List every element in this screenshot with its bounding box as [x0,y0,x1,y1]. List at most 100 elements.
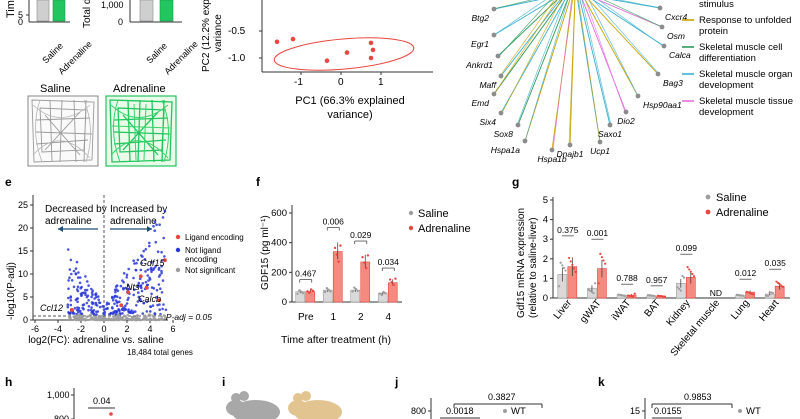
f-ylabel: GDF15 (pg ml⁻¹) [260,215,271,290]
g-pvalue: 0.788 [616,273,638,283]
volcano-point [135,318,138,322]
volcano-point [133,316,137,319]
volcano-point [132,276,135,280]
volcano-point [114,317,117,321]
volcano-point [82,303,86,306]
g-dot [678,287,681,291]
volcano-point [73,307,77,310]
g-dot [681,274,684,278]
legend-not-sig: Not significant [185,266,236,275]
network-edge [552,0,572,151]
panel-i: i [222,375,342,419]
gene-node [635,93,641,99]
volcano-point [140,286,143,290]
volcano-point [138,318,142,322]
volcano-point [75,288,79,291]
volcano-point [69,295,72,298]
volcano-point [68,276,71,280]
volcano-point [132,288,136,292]
volcano-point [134,310,137,313]
g-xtick-label: Liver [552,297,575,321]
volcano-point [131,316,135,319]
volcano-point [119,312,122,316]
network-edge [568,0,576,146]
volcano-point [151,304,155,307]
tick-0a: 0 [18,17,23,27]
gene-label: Hspa1b [537,154,567,164]
legend-ligand: Ligand encoding [185,233,244,242]
volcano-point [114,299,118,302]
g-dot [776,281,780,285]
volcano-point [160,250,163,254]
volcano-point [143,258,147,261]
volcano-point [139,297,142,301]
volcano-ytick-label: 15 [18,246,28,256]
network-edge [617,0,662,9]
volcano-point [143,315,146,319]
volcano-point [75,308,79,312]
volcano-point [77,276,80,279]
k-pvalue-2: 0.0155 [654,406,682,416]
volcano-point [130,309,133,312]
panel-f: f GDF15 (pg ml⁻¹) 0 200 400 600 Pre 1 2 4 0.467… [256,175,471,346]
volcano-point [104,318,107,322]
panel-k: k 15 0.9853 0.0155 WT [598,375,761,419]
volcano-point [85,318,88,322]
volcano-ligand-point [69,307,74,312]
adrenaline-bar-2 [159,0,174,22]
g-dot [592,292,595,295]
volcano-point [157,283,161,286]
mouse-icon-grey [226,391,280,419]
g-pvalue: 0.375 [557,225,579,235]
time-ylabel: Time [5,0,17,18]
volcano-point [94,301,98,305]
volcano-ytick-label: 0 [23,315,28,325]
volcano-point [80,312,84,316]
volcano-point [87,284,90,287]
panel-j-label: j [394,375,398,389]
network-edge [517,0,568,126]
volcano-point [122,286,125,290]
gene-node [655,71,661,77]
f-dot [380,293,384,297]
g-dot [597,282,600,285]
volcano-point [145,310,149,313]
network-edge [493,0,563,95]
volcano-point [108,312,111,316]
volcano-point [107,302,111,306]
volcano-point [76,306,79,309]
network-edge [500,0,561,77]
volcano-point [116,314,119,318]
volcano-point [160,269,163,273]
volcano-point [72,269,76,273]
f-dot [378,292,382,295]
panel-k-label: k [598,375,605,389]
g-dot [676,286,679,289]
volcano-point [76,300,79,304]
legend-not-ligand-1: Not ligand [185,246,221,255]
panel-f-label: f [256,175,261,189]
g-dot [658,294,661,298]
g-dot [663,295,666,298]
g-xtick-label: Kidney [665,298,693,328]
volcano-point [127,308,130,311]
volcano-point [125,276,129,279]
h-pvalue: 0.04 [93,396,111,406]
volcano-point [76,314,79,317]
volcano-point [66,248,70,251]
pca-points [274,36,376,63]
pca-xtick-0: 0 [338,77,344,88]
volcano-xtick-label: 0 [101,324,106,334]
volcano-point [92,301,95,305]
volcano-point [84,291,87,295]
volcano-point [136,283,140,287]
pca-ylabel-1: PC2 (12.2% exp [201,0,212,72]
gene-label: Calca [669,50,691,60]
volcano-point [75,297,79,301]
volcano-point [153,220,157,224]
volcano-point [150,266,153,270]
volcano-point [93,297,96,300]
network-edge [516,0,565,126]
g-dot [775,280,778,283]
